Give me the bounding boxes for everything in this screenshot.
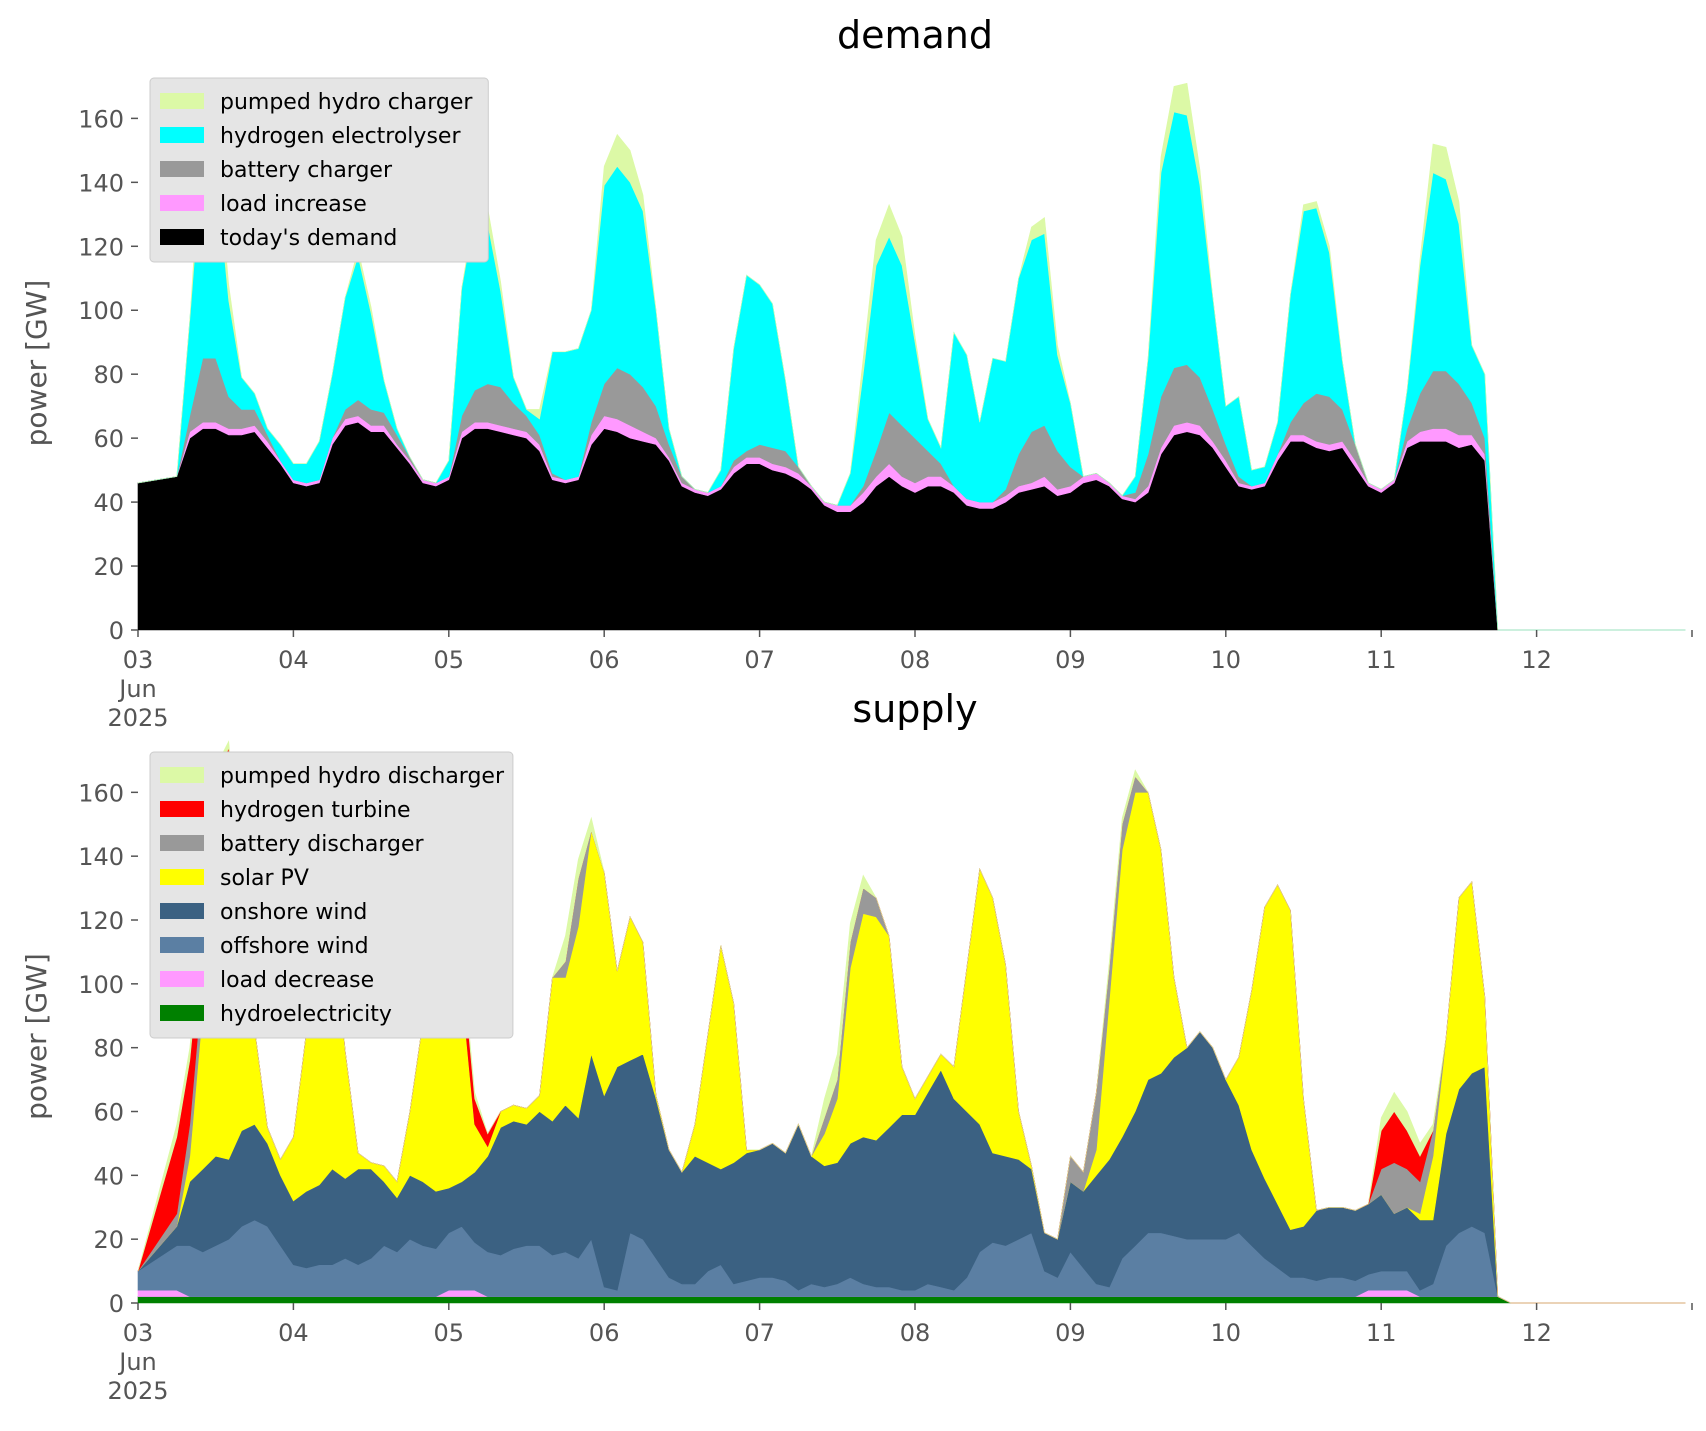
legend-label: battery charger bbox=[220, 158, 393, 183]
legend-swatch bbox=[160, 195, 204, 211]
x-tick-label: 05 bbox=[434, 1319, 465, 1347]
x-tick-label: 09 bbox=[1055, 1319, 1086, 1347]
y-tick-label: 160 bbox=[78, 105, 124, 133]
x-tick-label: 04 bbox=[278, 646, 309, 674]
x-tick-label: 03 bbox=[123, 646, 154, 674]
x-tick-year: 2025 bbox=[107, 704, 168, 732]
y-tick-label: 20 bbox=[93, 553, 124, 581]
x-tick-label: 05 bbox=[434, 646, 465, 674]
x-tick-label: 06 bbox=[589, 1319, 620, 1347]
x-tick-label: 08 bbox=[900, 646, 931, 674]
x-tick-label: 10 bbox=[1211, 1319, 1242, 1347]
legend-swatch bbox=[160, 767, 204, 783]
x-tick-label: 08 bbox=[900, 1319, 931, 1347]
x-tick-label: 10 bbox=[1211, 646, 1242, 674]
legend: pumped hydro discharger hydrogen turbine b… bbox=[149, 751, 514, 1039]
legend-box bbox=[149, 751, 514, 1039]
x-tick-label: 11 bbox=[1366, 1319, 1397, 1347]
y-tick-label: 40 bbox=[93, 489, 124, 517]
x-tick-label: 12 bbox=[1521, 646, 1552, 674]
area-pumped-hydro-discharger bbox=[137, 740, 1686, 1304]
area-hydroelectricity bbox=[137, 1296, 1686, 1304]
x-tick-label: 03 bbox=[123, 1319, 154, 1347]
y-tick-label: 60 bbox=[93, 1099, 124, 1127]
legend-label: pumped hydro discharger bbox=[220, 764, 505, 789]
y-tick-label: 120 bbox=[78, 907, 124, 935]
y-tick-label: 0 bbox=[109, 617, 124, 645]
y-axis-label: power [GW] bbox=[20, 953, 53, 1120]
legend-swatch bbox=[160, 869, 204, 885]
x-tick-label: 06 bbox=[589, 646, 620, 674]
legend-label: offshore wind bbox=[220, 934, 369, 959]
legend-swatch bbox=[160, 93, 204, 109]
y-tick-label: 80 bbox=[93, 1035, 124, 1063]
x-tick-label: 09 bbox=[1055, 646, 1086, 674]
legend-label: today's demand bbox=[220, 226, 397, 251]
legend-swatch bbox=[160, 1005, 204, 1021]
legend-swatch bbox=[160, 127, 204, 143]
chart-title: demand bbox=[837, 13, 993, 57]
x-tick-label: 07 bbox=[744, 646, 775, 674]
legend-label: hydroelectricity bbox=[220, 1002, 392, 1027]
legend-swatch bbox=[160, 835, 204, 851]
legend-swatch bbox=[160, 937, 204, 953]
legend-label: hydrogen turbine bbox=[220, 798, 411, 823]
y-tick-label: 40 bbox=[93, 1162, 124, 1190]
y-tick-label: 120 bbox=[78, 233, 124, 261]
legend: pumped hydro charger hydrogen electrolyse… bbox=[149, 77, 489, 263]
legend-label: hydrogen electrolyser bbox=[220, 124, 461, 149]
y-tick-label: 140 bbox=[78, 169, 124, 197]
legend-label: onshore wind bbox=[220, 900, 367, 925]
x-tick-month: Jun bbox=[117, 675, 157, 703]
y-tick-label: 100 bbox=[78, 297, 124, 325]
y-tick-label: 0 bbox=[109, 1290, 124, 1318]
x-tick-label: 07 bbox=[744, 1319, 775, 1347]
demand-chart: demand 0 20 40 60 80 100 120 140 160 power [GW] 03 0… bbox=[20, 13, 1693, 732]
legend-label: load decrease bbox=[220, 968, 374, 993]
y-tick-label: 140 bbox=[78, 843, 124, 871]
legend-label: pumped hydro charger bbox=[220, 90, 473, 115]
x-tick-year: 2025 bbox=[107, 1377, 168, 1405]
chart-title: supply bbox=[852, 687, 977, 731]
y-tick-label: 60 bbox=[93, 425, 124, 453]
legend-swatch bbox=[160, 903, 204, 919]
y-axis-label: power [GW] bbox=[20, 280, 53, 447]
legend-label: battery discharger bbox=[220, 832, 425, 857]
legend-swatch bbox=[160, 801, 204, 817]
legend-swatch bbox=[160, 161, 204, 177]
area-pumped-hydro-charger bbox=[137, 82, 1686, 631]
x-tick-label: 04 bbox=[278, 1319, 309, 1347]
y-tick-label: 160 bbox=[78, 779, 124, 807]
y-tick-label: 80 bbox=[93, 361, 124, 389]
x-tick-label: 11 bbox=[1366, 646, 1397, 674]
supply-chart: supply 0 20 40 60 80 100 120 140 160 power [GW] 03 0… bbox=[20, 687, 1693, 1405]
y-tick-label: 100 bbox=[78, 971, 124, 999]
legend-box bbox=[149, 77, 489, 263]
legend-label: load increase bbox=[220, 192, 367, 217]
legend-swatch bbox=[160, 229, 204, 245]
y-tick-label: 20 bbox=[93, 1226, 124, 1254]
x-tick-label: 12 bbox=[1521, 1319, 1552, 1347]
x-tick-month: Jun bbox=[117, 1348, 157, 1376]
legend-label: solar PV bbox=[220, 866, 309, 891]
legend-swatch bbox=[160, 971, 204, 987]
